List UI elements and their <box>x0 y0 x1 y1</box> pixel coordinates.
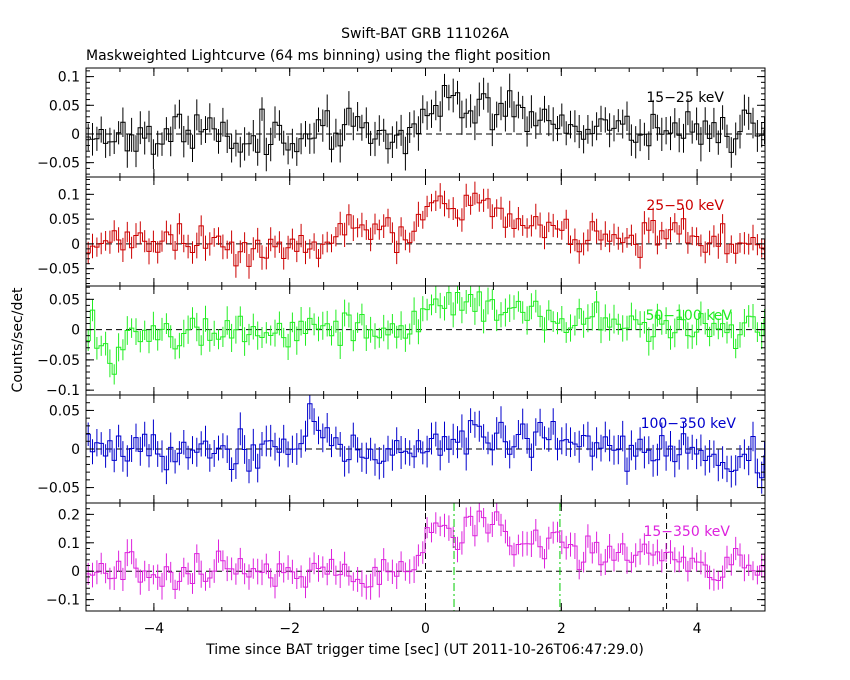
y-tick-label: −0.05 <box>37 481 80 497</box>
x-tick-label: 2 <box>557 621 566 637</box>
y-tick-label: 0.1 <box>58 70 80 86</box>
y-tick-label: 0.05 <box>49 98 80 114</box>
y-tick-label: −0.05 <box>37 262 80 278</box>
error-bars <box>87 395 765 494</box>
x-tick-label: −2 <box>279 621 300 637</box>
x-tick-label: −4 <box>144 621 165 637</box>
y-tick-label: 0.1 <box>58 536 80 552</box>
y-tick-label: −0.05 <box>37 353 80 369</box>
y-tick-label: 0 <box>71 442 80 458</box>
band-label: 15−350 keV <box>643 524 730 540</box>
y-tick-label: −0.1 <box>46 383 80 399</box>
y-tick-label: 0.05 <box>49 212 80 228</box>
y-tick-label: 0.05 <box>49 292 80 308</box>
panel-5: −0.1 0 0.1 0.2 15−350 keV <box>46 502 766 612</box>
x-axis-label: Time since BAT trigger time [sec] (UT 20… <box>205 642 644 658</box>
series-line <box>86 510 765 590</box>
y-tick-label: −0.1 <box>46 593 80 609</box>
series-line <box>86 192 765 267</box>
series-line <box>86 403 765 479</box>
band-label: 100−350 keV <box>641 416 737 432</box>
panel-frame <box>85 176 766 287</box>
panel-2: −0.05 0 0.05 0.1 25−50 keV <box>37 176 766 287</box>
chart-title: Swift-BAT GRB 111026A <box>341 26 509 42</box>
y-tick-label: 0 <box>71 127 80 143</box>
y-axis-label: Counts/sec/det <box>10 287 26 392</box>
chart-subtitle: Maskweighted Lightcurve (64 ms binning) … <box>86 48 551 64</box>
y-tick-label: −0.05 <box>37 156 80 172</box>
x-tick-label: 4 <box>693 621 702 637</box>
y-tick-label: 0 <box>71 323 80 339</box>
y-tick-label: 0.2 <box>58 507 80 523</box>
y-tick-label: 0 <box>71 564 80 580</box>
error-bars <box>87 286 765 385</box>
error-bars <box>87 73 765 172</box>
panel-4: −0.05 0 0.05 100−350 keV <box>37 394 766 504</box>
band-label: 50−100 keV <box>645 308 732 324</box>
y-tick-label: 0.1 <box>58 187 80 203</box>
panel-3: −0.1 −0.05 0 0.05 50−100 keV <box>37 285 766 399</box>
error-bars <box>87 181 765 279</box>
y-tick-label: 0.05 <box>49 403 80 419</box>
x-tick-label: 0 <box>421 621 430 637</box>
series-line <box>86 291 765 375</box>
band-label: 25−50 keV <box>646 198 724 214</box>
series-line <box>86 85 765 155</box>
error-bars <box>87 503 765 600</box>
panels-group: −0.05 0 0.05 0.1 15−25 keV −0.05 0 0.05 0.1 25−50… <box>37 67 766 637</box>
y-tick-label: 0 <box>71 237 80 253</box>
panel-1: −0.05 0 0.05 0.1 15−25 keV <box>37 67 766 178</box>
band-label: 15−25 keV <box>646 90 724 106</box>
